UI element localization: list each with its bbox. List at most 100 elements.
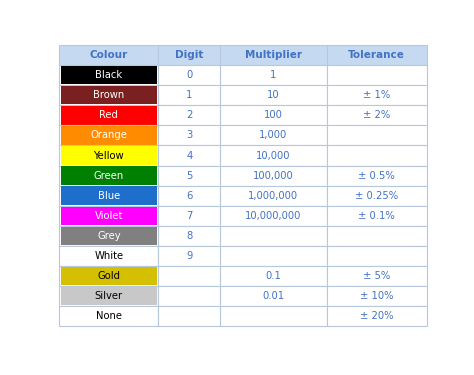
Text: 3: 3 — [186, 130, 192, 141]
Bar — [158, 226, 220, 246]
Bar — [61, 166, 157, 185]
Bar — [327, 306, 427, 326]
Bar — [158, 286, 220, 306]
Bar — [59, 146, 158, 165]
Bar — [220, 165, 327, 186]
Text: Blue: Blue — [98, 190, 120, 201]
Bar — [59, 165, 158, 186]
Text: Grey: Grey — [97, 231, 121, 241]
Text: White: White — [94, 251, 123, 261]
Bar — [327, 286, 427, 306]
Text: ± 0.25%: ± 0.25% — [355, 190, 398, 201]
Text: 0.01: 0.01 — [262, 291, 284, 301]
Bar — [158, 246, 220, 266]
Bar — [220, 226, 327, 246]
Bar — [61, 66, 157, 84]
Bar — [220, 266, 327, 286]
Text: Red: Red — [100, 110, 118, 120]
Bar — [158, 65, 220, 85]
Text: ± 0.1%: ± 0.1% — [358, 211, 395, 221]
Bar — [158, 125, 220, 146]
Text: Colour: Colour — [90, 50, 128, 60]
Bar — [61, 126, 157, 145]
Text: 7: 7 — [186, 211, 192, 221]
Bar — [61, 106, 157, 124]
Bar — [61, 146, 157, 165]
Bar — [59, 306, 158, 326]
Bar — [220, 146, 327, 165]
Text: ± 1%: ± 1% — [363, 90, 390, 101]
Text: None: None — [96, 311, 122, 321]
Text: 100,000: 100,000 — [253, 171, 294, 181]
Bar — [220, 306, 327, 326]
Bar — [158, 165, 220, 186]
Text: 10,000: 10,000 — [256, 150, 291, 160]
Bar — [59, 286, 158, 306]
Bar — [61, 186, 157, 205]
Text: Black: Black — [95, 70, 122, 80]
Bar — [220, 125, 327, 146]
Text: 9: 9 — [186, 251, 192, 261]
Bar — [158, 45, 220, 65]
Text: 10: 10 — [267, 90, 280, 101]
Text: Yellow: Yellow — [93, 150, 124, 160]
Bar — [59, 105, 158, 125]
Bar — [59, 206, 158, 226]
Text: 100: 100 — [264, 110, 283, 120]
Text: Brown: Brown — [93, 90, 125, 101]
Bar — [158, 266, 220, 286]
Bar — [59, 246, 158, 266]
Text: 1: 1 — [186, 90, 192, 101]
Text: 0: 0 — [186, 70, 192, 80]
Bar — [61, 226, 157, 245]
Text: ± 0.5%: ± 0.5% — [358, 171, 395, 181]
Text: Gold: Gold — [97, 271, 120, 281]
Bar — [220, 105, 327, 125]
Text: Green: Green — [94, 171, 124, 181]
Bar — [327, 206, 427, 226]
Text: 10,000,000: 10,000,000 — [245, 211, 301, 221]
Bar — [220, 186, 327, 206]
Text: 1: 1 — [270, 70, 277, 80]
Bar — [59, 186, 158, 206]
Text: ± 20%: ± 20% — [360, 311, 393, 321]
Bar — [327, 266, 427, 286]
Bar — [220, 286, 327, 306]
Bar — [327, 45, 427, 65]
Bar — [327, 226, 427, 246]
Text: Orange: Orange — [91, 130, 128, 141]
Text: Violet: Violet — [95, 211, 123, 221]
Text: ± 10%: ± 10% — [360, 291, 393, 301]
Text: Tolerance: Tolerance — [348, 50, 405, 60]
Bar — [220, 85, 327, 105]
Bar — [327, 85, 427, 105]
Bar — [220, 45, 327, 65]
Text: ± 2%: ± 2% — [363, 110, 390, 120]
Bar — [158, 306, 220, 326]
Bar — [61, 86, 157, 105]
Bar — [61, 307, 157, 325]
Bar — [158, 85, 220, 105]
Text: 6: 6 — [186, 190, 192, 201]
Bar — [327, 105, 427, 125]
Bar — [59, 266, 158, 286]
Text: ± 5%: ± 5% — [363, 271, 390, 281]
Bar — [158, 146, 220, 165]
Bar — [327, 65, 427, 85]
Text: Multiplier: Multiplier — [245, 50, 302, 60]
Bar — [327, 246, 427, 266]
Bar — [327, 146, 427, 165]
Text: 0.1: 0.1 — [265, 271, 282, 281]
Bar — [59, 85, 158, 105]
Text: 5: 5 — [186, 171, 192, 181]
Bar — [158, 206, 220, 226]
Text: 4: 4 — [186, 150, 192, 160]
Text: 1,000: 1,000 — [259, 130, 288, 141]
Bar — [61, 247, 157, 265]
Bar — [158, 186, 220, 206]
Text: Digit: Digit — [175, 50, 203, 60]
Bar — [61, 267, 157, 285]
Bar — [61, 207, 157, 225]
Bar — [61, 287, 157, 305]
Bar — [59, 65, 158, 85]
